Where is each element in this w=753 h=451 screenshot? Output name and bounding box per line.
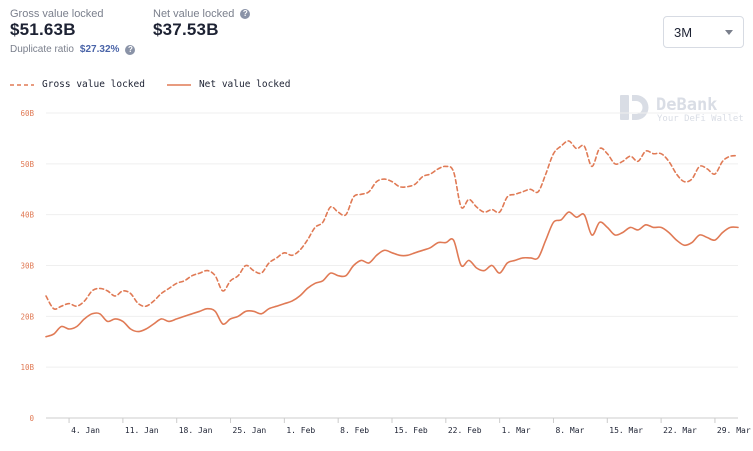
y-tick-label: 20B [20,312,34,321]
help-icon[interactable]: ? [240,9,251,19]
debank-logo-icon [620,95,649,120]
x-tick-label: 18. Jan [179,426,213,435]
chart-series [45,140,739,338]
x-axis: 4. Jan 11. Jan 18. Jan 25. Jan 1. Feb 8. Feb 1… [68,418,751,435]
duplicate-ratio: Duplicate ratio $27.32% ? [10,44,136,55]
x-tick-label: 22. Feb [448,426,482,435]
debank-watermark: DeBank Your DeFi Wallet [620,95,744,124]
dashed-line-icon [10,83,34,86]
x-tick-label: 4. Jan [71,426,100,435]
range-select[interactable]: 3M [663,16,744,48]
series-line-net[interactable] [45,211,739,338]
x-tick-label: 11. Jan [125,426,159,435]
help-icon[interactable]: ? [125,44,136,55]
x-tick-label: 1. Feb [286,426,315,435]
y-tick-label: 60B [20,109,34,118]
x-tick-label: 29. Mar [717,426,751,435]
range-select-value: 3M [674,24,693,40]
legend-label-gross: Gross value locked [42,79,145,90]
x-tick-label: 8. Mar [555,426,584,435]
chevron-down-icon [725,29,733,35]
x-tick-label: 25. Jan [233,426,267,435]
solid-line-icon [166,83,191,86]
watermark-brand: DeBank [656,95,717,115]
y-tick-label: 10B [20,363,34,372]
x-tick-label: 22. Mar [663,426,697,435]
y-tick-label: 50B [20,160,34,169]
legend-item-net[interactable]: Net value locked [166,79,291,90]
y-tick-label: 0 [29,414,34,423]
series-line-gross[interactable] [45,140,739,310]
net-value-label-text: Net value locked [153,8,235,20]
gross-value-amount: $51.63B [10,20,76,39]
net-value-label: Net value locked ? [153,8,251,20]
legend-label-net: Net value locked [198,79,291,90]
y-axis: 0 10B 20B 30B 40B 50B 60B [20,109,34,423]
gross-value-label: Gross value locked [10,8,104,20]
duplicate-ratio-label: Duplicate ratio [10,44,74,55]
y-tick-label: 30B [20,262,34,271]
x-tick-label: 1. Mar [502,426,531,435]
watermark-tagline: Your DeFi Wallet [657,114,744,124]
legend-item-gross[interactable]: Gross value locked [10,79,145,90]
chart-legend: Gross value locked Net value locked [10,79,290,90]
x-tick-label: 15. Feb [394,426,428,435]
net-value-amount: $37.53B [153,20,219,39]
y-tick-label: 40B [20,211,34,220]
x-tick-label: 8. Feb [340,426,369,435]
duplicate-ratio-value: $27.32% [79,44,120,55]
x-tick-label: 15. Mar [609,426,643,435]
